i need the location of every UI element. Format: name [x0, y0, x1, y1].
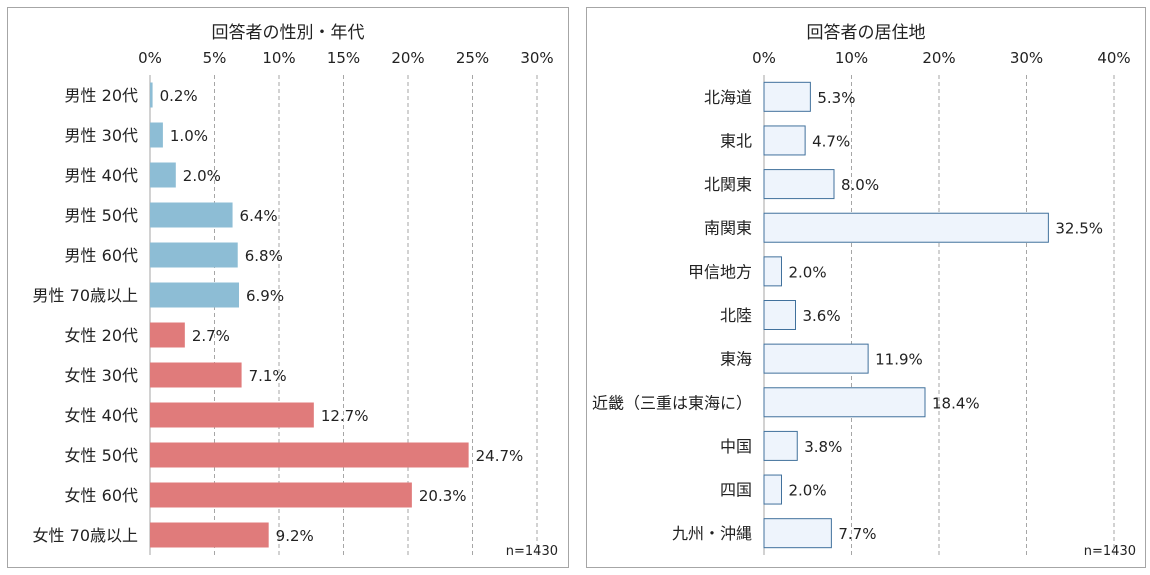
- data-label: 5.3%: [817, 89, 855, 107]
- x-tick-label: 5%: [203, 49, 227, 67]
- category-label: 近畿（三重は東海に）: [592, 393, 752, 412]
- x-tick-label: 40%: [1097, 49, 1130, 67]
- category-label: 男性 20代: [65, 86, 138, 105]
- category-label: 女性 40代: [65, 406, 138, 425]
- bar: [763, 212, 1049, 243]
- bar: [763, 81, 811, 112]
- bar: [763, 169, 835, 200]
- chart-residence: 0% 10% 20% 30% 40% 北海道 5.3% 東北 4.7% 北関東 8.0% 南関東 32.…: [592, 49, 1131, 555]
- data-label: 4.7%: [812, 132, 850, 150]
- bar: [150, 282, 240, 308]
- bar: [763, 474, 782, 505]
- data-label: 2.0%: [183, 167, 221, 185]
- data-label: 12.7%: [321, 407, 369, 425]
- bar: [150, 442, 469, 468]
- chart-panel-residence: 回答者の居住地 0% 10% 20% 30% 40% 北海道 5.3% 東北 4.7% 北関東 8.…: [586, 7, 1146, 568]
- bar: [150, 162, 176, 188]
- bar: [150, 82, 153, 108]
- sample-size-note: n=1430: [1083, 544, 1136, 559]
- data-label: 18.4%: [932, 394, 980, 412]
- data-label: 2.7%: [192, 327, 230, 345]
- category-label: 男性 50代: [65, 206, 138, 225]
- data-label: 1.0%: [170, 127, 208, 145]
- bar: [150, 122, 163, 148]
- x-tick-label: 30%: [1010, 49, 1043, 67]
- category-label: 女性 20代: [65, 326, 138, 345]
- bar: [763, 430, 798, 461]
- data-label: 0.2%: [160, 87, 198, 105]
- x-tick-label: 25%: [456, 49, 489, 67]
- bar: [150, 242, 238, 268]
- data-label: 32.5%: [1055, 220, 1103, 238]
- data-label: 20.3%: [419, 487, 467, 505]
- x-tick-label: 20%: [391, 49, 424, 67]
- category-label: 女性 50代: [65, 446, 138, 465]
- category-label: 東海: [720, 350, 752, 369]
- data-label: 6.4%: [240, 207, 278, 225]
- category-label: 男性 60代: [65, 246, 138, 265]
- bar: [763, 256, 782, 287]
- data-label: 24.7%: [476, 447, 524, 465]
- data-label: 2.0%: [789, 263, 827, 281]
- category-label: 甲信地方: [688, 262, 752, 281]
- x-tick-label: 20%: [922, 49, 955, 67]
- bar: [150, 522, 269, 548]
- category-label: 九州・沖縄: [672, 524, 752, 543]
- data-label: 8.0%: [841, 176, 879, 194]
- bar: [763, 518, 832, 549]
- category-label: 四国: [720, 481, 752, 500]
- category-label: 北海道: [704, 88, 752, 107]
- bar: [150, 362, 242, 388]
- bar: [763, 125, 806, 156]
- data-label: 3.6%: [803, 307, 841, 325]
- x-tick-label: 0%: [752, 49, 776, 67]
- bar: [763, 343, 869, 374]
- chart-title: 回答者の居住地: [806, 23, 926, 43]
- chart-gender-age: 0% 5% 10% 15% 20% 25% 30% 男性 20代 0.2% 男性 30代 1.0% 男…: [33, 49, 554, 555]
- category-label: 女性 60代: [65, 486, 138, 505]
- x-tick-label: 15%: [327, 49, 360, 67]
- category-label: 東北: [720, 131, 752, 150]
- data-label: 9.2%: [276, 527, 314, 545]
- category-label: 男性 70歳以上: [33, 286, 138, 305]
- data-label: 3.8%: [804, 438, 842, 456]
- data-label: 11.9%: [875, 351, 923, 369]
- bar: [763, 300, 796, 330]
- bar: [150, 202, 233, 228]
- category-label: 男性 30代: [65, 126, 138, 145]
- x-tick-label: 0%: [138, 49, 162, 67]
- x-tick-label: 10%: [835, 49, 868, 67]
- category-label: 中国: [720, 437, 752, 456]
- data-label: 6.8%: [245, 247, 283, 265]
- category-label: 北陸: [720, 306, 752, 325]
- category-label: 北関東: [704, 175, 752, 194]
- category-label: 男性 40代: [65, 166, 138, 185]
- bar: [150, 322, 185, 348]
- x-tick-label: 10%: [262, 49, 295, 67]
- data-label: 6.9%: [246, 287, 284, 305]
- bar: [150, 402, 314, 428]
- bar: [763, 387, 926, 418]
- data-label: 7.1%: [249, 367, 287, 385]
- category-label: 女性 70歳以上: [33, 526, 138, 545]
- sample-size-note: n=1430: [505, 544, 558, 559]
- data-label: 2.0%: [789, 482, 827, 500]
- category-label: 女性 30代: [65, 366, 138, 385]
- data-label: 7.7%: [838, 525, 876, 543]
- chart-panel-gender-age: 回答者の性別・年代 0% 5% 10% 15% 20% 25% 30% 男性 20代 0.2% 男…: [7, 7, 569, 568]
- bar: [150, 482, 412, 508]
- category-label: 南関東: [704, 219, 752, 238]
- chart-title: 回答者の性別・年代: [211, 23, 365, 43]
- x-tick-label: 30%: [520, 49, 553, 67]
